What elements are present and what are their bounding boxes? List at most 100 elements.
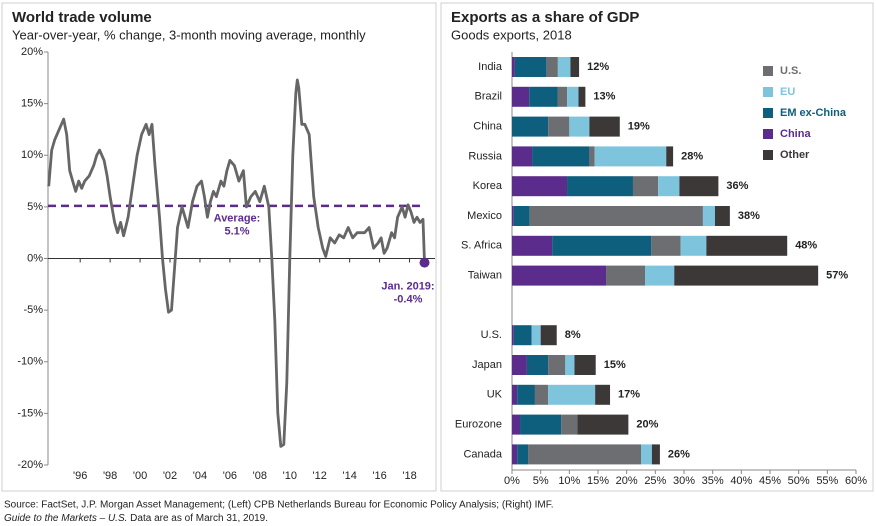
x-tick-label: '04 [193, 470, 207, 482]
bar-segment [512, 444, 518, 465]
bar-segment [532, 146, 590, 167]
y-tick-label: -5% [23, 304, 43, 316]
bar-segment [520, 414, 562, 435]
category-label: S. Africa [461, 240, 503, 252]
bar-segment [546, 57, 558, 77]
category-label: Mexico [467, 210, 502, 222]
bar-segment [531, 325, 541, 346]
x-tick-label: 60% [845, 475, 867, 487]
total-label: 17% [618, 389, 640, 401]
y-tick-label: -20% [17, 459, 43, 471]
chart-subtitle: Goods exports, 2018 [451, 27, 572, 42]
source-note: Source: FactSet, J.P. Morgan Asset Manag… [4, 500, 554, 511]
chart-title: Exports as a share of GDP [451, 9, 639, 26]
bar-segment [529, 86, 558, 107]
bar-segment [517, 384, 535, 405]
bar-segment [557, 86, 568, 107]
x-tick-label: '10 [283, 470, 297, 482]
bar-segment [548, 384, 596, 405]
bar-segment [512, 116, 549, 137]
bar-segment [512, 57, 515, 77]
bar-segment [594, 146, 667, 167]
bar-segment [548, 116, 570, 137]
bar-segment [557, 57, 571, 77]
bar-segment [512, 414, 521, 435]
annotation: -0.4% [394, 294, 423, 306]
bar-segment [548, 355, 566, 375]
category-label: Eurozone [455, 419, 502, 431]
bar-segment [702, 206, 715, 226]
x-tick-label: 15% [587, 475, 609, 487]
total-label: 38% [738, 210, 760, 222]
bar-segment [569, 116, 590, 137]
y-tick-label: 5% [27, 201, 43, 213]
legend-swatch [763, 129, 773, 139]
x-tick-label: 45% [759, 475, 781, 487]
bar-segment [706, 235, 788, 256]
category-label: Japan [472, 359, 502, 371]
category-label: Korea [473, 180, 503, 192]
left-panel [1, 2, 437, 492]
total-label: 20% [636, 419, 658, 431]
bar-segment [574, 355, 596, 375]
total-label: 19% [628, 121, 650, 133]
bar-segment [512, 235, 553, 256]
category-label: Brazil [474, 91, 502, 103]
category-label: China [473, 121, 503, 133]
bar-segment [513, 206, 530, 226]
bar-segment [512, 206, 514, 226]
bar-segment [512, 355, 527, 375]
bar-segment [658, 176, 680, 197]
category-label: Canada [463, 448, 502, 460]
bar-segment [641, 444, 652, 465]
bar-segment [577, 414, 629, 435]
guide-name: Guide to the Markets – U.S. [4, 513, 127, 524]
y-tick-label: -10% [17, 356, 43, 368]
bar-segment [666, 146, 674, 167]
total-label: 13% [593, 91, 615, 103]
x-tick-label: 20% [616, 475, 638, 487]
y-tick-label: 0% [27, 252, 43, 264]
x-tick-label: 5% [533, 475, 549, 487]
bar-segment [680, 235, 707, 256]
total-label: 36% [726, 180, 748, 192]
total-label: 8% [565, 329, 581, 341]
x-tick-label: '06 [223, 470, 237, 482]
bar-segment [552, 235, 652, 256]
bar-segment [589, 116, 620, 137]
y-tick-label: -15% [17, 407, 43, 419]
total-label: 28% [681, 150, 703, 162]
y-tick-label: 10% [21, 149, 43, 161]
bar-segment [529, 206, 703, 226]
x-tick-label: '00 [133, 470, 147, 482]
x-tick-label: 30% [673, 475, 695, 487]
x-tick-label: 55% [816, 475, 838, 487]
bar-segment [526, 355, 549, 375]
latest-point [419, 257, 430, 268]
total-label: 48% [795, 240, 817, 252]
bar-segment [513, 325, 532, 346]
x-tick-label: '02 [163, 470, 177, 482]
bar-segment [512, 176, 568, 197]
category-label: UK [487, 389, 503, 401]
x-tick-label: 50% [788, 475, 810, 487]
legend-swatch [763, 150, 773, 160]
category-label: Taiwan [468, 270, 502, 282]
bar-segment [517, 444, 529, 465]
bar-segment [561, 414, 578, 435]
bar-segment [651, 235, 681, 256]
total-label: 26% [668, 448, 690, 460]
legend-swatch [763, 87, 773, 97]
bar-segment [570, 57, 580, 77]
bar-segment [540, 325, 557, 346]
category-label: Russia [468, 150, 503, 162]
bar-segment [567, 86, 579, 107]
legend-label: EM ex-China [780, 107, 847, 119]
x-tick-label: '12 [313, 470, 327, 482]
bar-segment [534, 384, 549, 405]
bar-segment [512, 384, 518, 405]
bar-segment [679, 176, 719, 197]
bar-segment [632, 176, 659, 197]
legend-label: Other [780, 149, 810, 161]
data-date: Data are as of March 31, 2019. [127, 513, 268, 524]
